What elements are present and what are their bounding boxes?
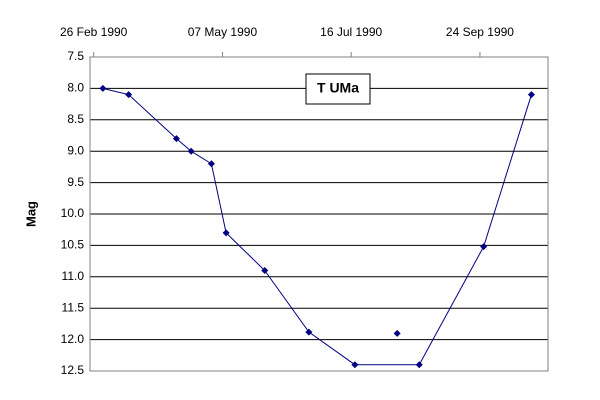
- data-point: [527, 91, 535, 99]
- data-point: [222, 229, 230, 237]
- y-tick-label: 11.0: [62, 269, 85, 283]
- x-tick-label: 26 Feb 1990: [60, 25, 128, 39]
- x-tick-label: 24 Sep 1990: [446, 25, 514, 39]
- data-line: [102, 87, 532, 366]
- y-tick-label: 7.5: [67, 49, 84, 63]
- x-tick-label: 07 May 1990: [188, 25, 258, 39]
- y-tick-label: 10.0: [61, 206, 85, 220]
- annotation-box: [305, 73, 371, 105]
- y-tick-label: 9.5: [67, 175, 84, 189]
- data-point: [415, 361, 423, 369]
- y-tick-label: 10.5: [61, 238, 85, 252]
- data-point: [480, 243, 488, 251]
- annotation: T UMa: [317, 80, 359, 96]
- data-point: [172, 135, 180, 143]
- plot-frame: [89, 56, 549, 372]
- data-point: [351, 361, 359, 369]
- data-point: [125, 91, 133, 99]
- y-tick-label: 8.0: [67, 81, 84, 95]
- data-point: [393, 329, 401, 337]
- y-tick-label: 9.0: [67, 143, 84, 157]
- y-tick-label: 12.0: [61, 332, 85, 346]
- data-point: [99, 84, 107, 92]
- data-point: [207, 160, 215, 168]
- data-point: [261, 267, 269, 275]
- y-tick-label: 12.5: [61, 363, 85, 377]
- data-point: [187, 147, 195, 155]
- data-point: [305, 328, 313, 336]
- y-tick-label: 8.5: [67, 112, 84, 126]
- y-tick-label: 11.5: [62, 300, 85, 314]
- x-tick-label: 16 Jul 1990: [320, 25, 382, 39]
- y-axis-label: Mag: [23, 201, 38, 227]
